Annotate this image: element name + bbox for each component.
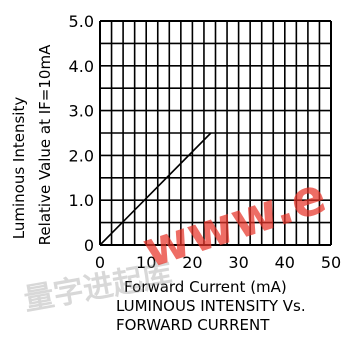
y-tick-label: 2.0 [69,146,94,165]
chart-grid [99,20,332,246]
y-tick-label: 4.0 [69,57,94,76]
y-tick-label: 5.0 [69,12,94,31]
x-tick-label: 50 [321,253,341,272]
x-axis-label: Forward Current (mA) [124,278,287,296]
x-axis: 0 10 20 30 40 50 [95,253,341,272]
y-tick-label: 1.0 [69,191,94,210]
y-axis-label-line2: Relative Value at IF=10mA [36,44,54,245]
chart-caption-line1: LUMINOUS INTENSITY Vs. [116,297,306,315]
series [99,132,212,246]
x-tick-label: 30 [228,253,248,272]
chart-caption-line2: FORWARD CURRENT [116,316,270,334]
series-line [99,132,212,246]
x-tick-label: 40 [275,253,295,272]
y-tick-label: 3.0 [69,102,94,121]
y-tick-label: 0 [84,236,94,255]
x-tick-label: 20 [182,253,202,272]
y-axis: 0 1.0 2.0 3.0 4.0 5.0 [69,12,94,255]
y-axis-label-line1: Luminous Intensity [10,97,28,240]
x-tick-label: 0 [95,253,105,272]
x-tick-label: 10 [136,253,156,272]
